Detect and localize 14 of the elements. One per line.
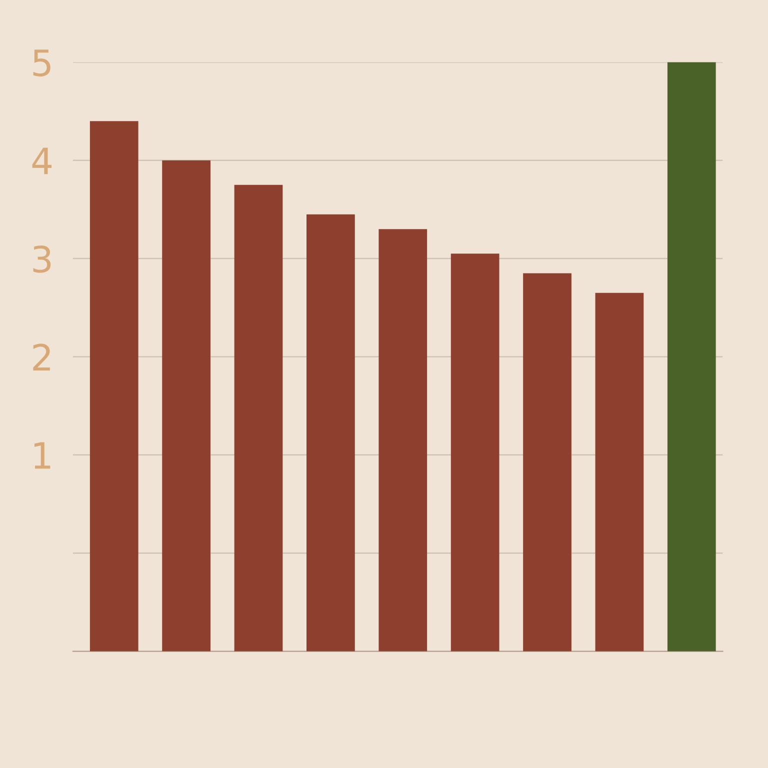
bar	[378, 229, 428, 652]
y-tick-label: 5	[33, 50, 50, 76]
bar	[162, 160, 210, 652]
bar	[523, 273, 572, 652]
bar	[595, 292, 644, 652]
bar	[306, 214, 355, 652]
y-tick-label: 3	[33, 245, 51, 273]
y-tick-label: 2	[33, 344, 50, 370]
bar	[234, 184, 283, 652]
y-tick-label: 1	[34, 442, 50, 469]
bar	[450, 254, 500, 652]
bar	[667, 62, 716, 652]
y-tick-label: 4	[32, 148, 52, 174]
bar	[90, 121, 138, 652]
